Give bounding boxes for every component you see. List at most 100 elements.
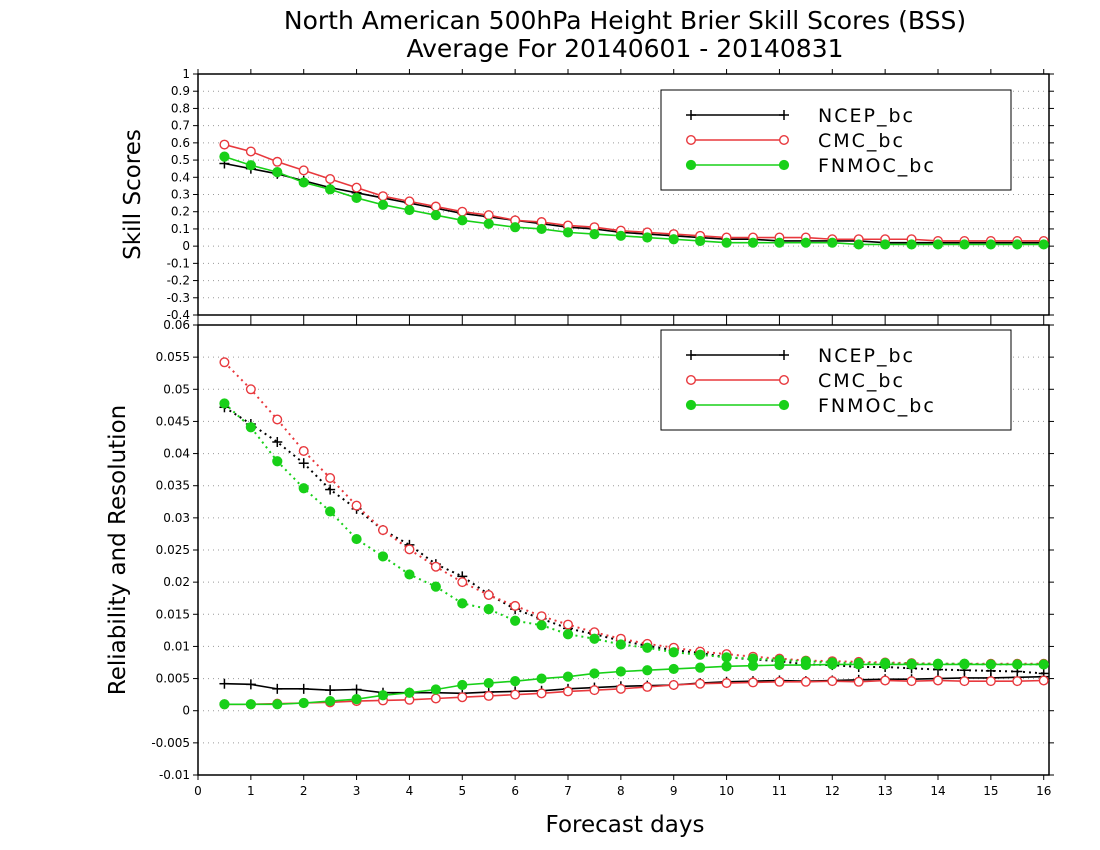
fnmoc-bc-resolution-point — [589, 633, 600, 644]
fnmoc-bc-reliability-point — [219, 699, 230, 710]
fnmoc-bc-resolution-point — [245, 422, 256, 433]
cmc-bc-resolution-point — [272, 414, 283, 425]
cmc-bc-resolution-point — [430, 561, 441, 572]
y-tick-label: 0.5 — [171, 153, 190, 167]
legend-ncep-bc-marker — [686, 110, 696, 120]
cmc-bc-resolution-point — [378, 525, 389, 536]
legend-ncep-bc-marker — [686, 350, 696, 360]
x-tick-label: 10 — [719, 784, 734, 798]
ncep-bc-reliability-point — [351, 684, 362, 695]
cmc-bc-reliability-point — [457, 692, 468, 703]
fnmoc-bc-point — [1012, 239, 1023, 250]
fnmoc-bc-reliability-point — [668, 663, 679, 675]
y-tick-label: 0.035 — [156, 479, 190, 493]
y-tick-label: 0.06 — [163, 318, 190, 332]
x-tick-label: 16 — [1036, 784, 1051, 798]
fnmoc-bc-reliability-point — [351, 694, 362, 705]
fnmoc-bc-reliability-point — [695, 662, 706, 673]
legend-cmc-bc-marker — [779, 134, 790, 145]
cmc-bc-point — [430, 201, 441, 212]
fnmoc-bc-reliability-point — [615, 666, 626, 677]
skill-score-panel: -0.4 -0.3 -0.2 -0.1 0 0.1 0.2 0.3 0.4 0.5 0.6 0.7 0.… — [120, 67, 1054, 322]
fnmoc-bc-point — [800, 237, 811, 248]
fnmoc-bc-point — [906, 239, 917, 250]
y-tick-label: -0.1 — [167, 256, 190, 270]
fnmoc-bc-point — [298, 177, 309, 188]
fnmoc-bc-resolution-point — [510, 615, 521, 626]
y-tick-label: 0.1 — [171, 222, 190, 236]
fnmoc-bc-resolution-point — [325, 506, 336, 517]
fnmoc-bc-reliability-point — [1038, 659, 1049, 670]
fnmoc-bc-reliability-point — [800, 659, 811, 671]
fnmoc-bc-point — [1038, 239, 1049, 250]
fnmoc-bc-point — [642, 232, 653, 243]
x-tick-label: 9 — [670, 784, 678, 798]
fnmoc-bc-point — [219, 151, 230, 162]
fnmoc-bc-resolution-point — [668, 647, 679, 658]
x-tick-label: 7 — [564, 784, 572, 798]
y-tick-label: 1 — [182, 67, 190, 81]
cmc-bc-resolution-point — [483, 590, 494, 601]
fnmoc-bc-point — [615, 230, 626, 241]
cmc-bc-reliability-point — [853, 676, 864, 687]
fnmoc-bc-resolution-point — [536, 620, 547, 631]
fnmoc-bc-point — [430, 210, 441, 221]
cmc-bc-resolution-point — [536, 611, 547, 622]
fnmoc-bc-reliability-point — [298, 697, 309, 709]
x-axis-label: Forecast days — [546, 812, 705, 838]
y-tick-label: -0.01 — [159, 768, 190, 782]
fnmoc-bc-point — [747, 237, 759, 248]
ncep-bc-reliability-point — [245, 679, 256, 690]
fnmoc-bc-resolution-point — [219, 398, 230, 409]
x-tick-label: 3 — [353, 784, 361, 798]
fnmoc-bc-reliability-point — [880, 659, 891, 670]
fnmoc-bc-reliability-point — [245, 699, 256, 710]
y-axis-label: Reliability and Resolution — [105, 405, 131, 695]
fnmoc-bc-point — [721, 237, 732, 248]
fnmoc-bc-resolution-point — [695, 649, 706, 660]
fnmoc-bc-reliability-point — [430, 684, 441, 695]
fnmoc-bc-resolution-point — [272, 456, 283, 467]
fnmoc-bc-reliability-point — [510, 676, 521, 687]
fnmoc-bc-reliability-point — [377, 690, 389, 701]
y-tick-label: 0.7 — [171, 119, 190, 133]
cmc-bc-reliability-point — [959, 676, 970, 687]
y-tick-label: 0.03 — [163, 511, 190, 525]
cmc-bc-reliability-point — [880, 675, 891, 686]
y-tick-label: 0.045 — [156, 414, 190, 428]
fnmoc-bc-point — [245, 160, 256, 171]
y-tick-label: 0.02 — [163, 575, 190, 589]
cmc-bc-reliability-point — [430, 693, 441, 704]
fnmoc-bc-point — [827, 237, 838, 248]
cmc-bc-reliability-point — [695, 678, 706, 689]
cmc-bc-reliability-point — [615, 683, 626, 694]
x-tick-label: 5 — [458, 784, 466, 798]
cmc-bc-point — [272, 156, 283, 167]
cmc-bc-reliability-point — [668, 680, 679, 691]
fnmoc-bc-point — [404, 204, 415, 216]
fnmoc-bc-resolution-point — [298, 483, 309, 494]
cmc-bc-resolution-point — [325, 473, 336, 484]
plot-frame — [197, 324, 1050, 776]
cmc-bc-resolution-point — [404, 544, 415, 555]
fnmoc-bc-reliability-point — [774, 659, 785, 671]
fnmoc-bc-reliability-point — [457, 679, 468, 691]
fnmoc-bc-reliability-point — [959, 659, 970, 670]
x-tick-label: 15 — [983, 784, 998, 798]
y-tick-label: 0.8 — [171, 101, 190, 115]
ncep-bc-resolution-point — [325, 484, 336, 495]
fnmoc-bc-reliability-point — [853, 659, 864, 670]
y-tick-label: -0.4 — [167, 308, 190, 322]
y-tick-label: 0.3 — [171, 188, 190, 202]
cmc-bc-point — [378, 191, 389, 202]
cmc-bc-reliability-point — [642, 681, 653, 692]
x-tick-label: 8 — [617, 784, 625, 798]
series-group — [219, 139, 1049, 250]
legend-cmc-bc-label: CMC_bc — [818, 130, 905, 152]
fnmoc-bc-resolution-point — [721, 652, 732, 663]
legend-cmc-bc-label: CMC_bc — [818, 370, 905, 392]
legend-fnmoc-bc-marker — [778, 159, 790, 171]
cmc-bc-reliability-point — [510, 689, 521, 700]
legend-cmc-bc-marker — [686, 134, 697, 145]
